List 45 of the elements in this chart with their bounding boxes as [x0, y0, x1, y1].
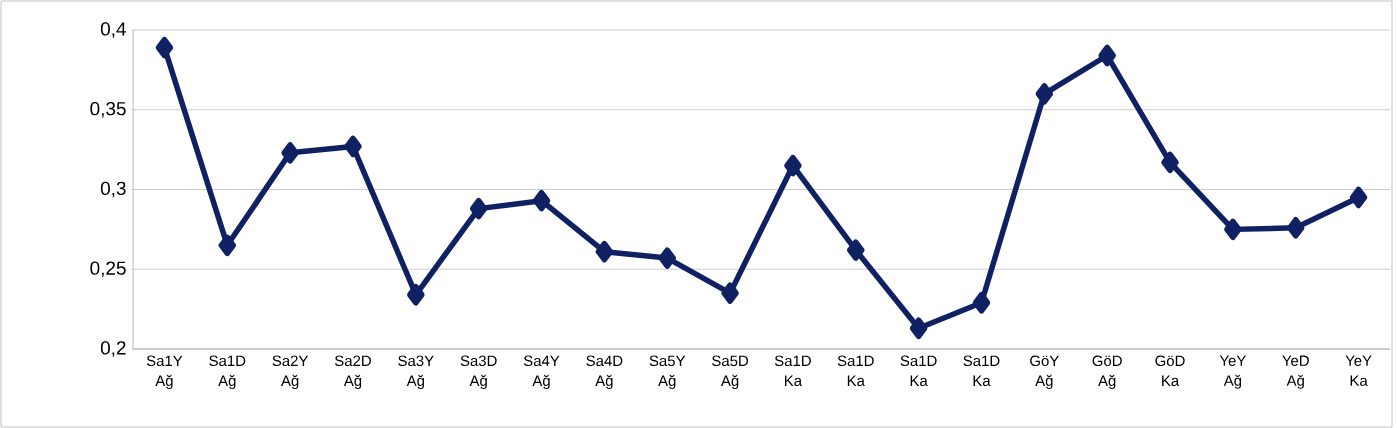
- point: [218, 234, 237, 257]
- x-tick-label: Sa1D Ağ: [209, 355, 246, 389]
- x-tick-label: Sa1D Ka: [900, 355, 937, 387]
- point: [155, 36, 174, 59]
- x-tick-label: Sa5D Ağ: [712, 355, 749, 389]
- point: [1224, 218, 1242, 241]
- x-tick-label: Sa1Y Ağ: [146, 355, 183, 389]
- point: [1035, 83, 1054, 105]
- x-tick-label: Sa1D Ka: [963, 355, 1000, 387]
- point: [784, 154, 802, 177]
- x-tick-label: Sa4D Ağ: [586, 355, 623, 389]
- x-tick-label: YeY Ka: [1345, 355, 1372, 386]
- x-tick-label: Sa4Y Ağ: [523, 355, 560, 389]
- x-tick-label: YeD Ağ: [1282, 355, 1309, 389]
- y-tick-label: 0,2: [100, 341, 126, 357]
- x-tick-label: Sa3Y Ağ: [398, 355, 434, 389]
- x-tick-label: Sa2Y Ağ: [272, 355, 309, 389]
- point: [281, 142, 299, 164]
- x-tick-label: YeY Ağ: [1219, 355, 1246, 389]
- x-tick-label: GöD Ka: [1155, 355, 1185, 387]
- point: [847, 239, 865, 261]
- point: [344, 135, 362, 158]
- x-tick-label: Sa1D Ka: [837, 355, 874, 387]
- point: [1161, 151, 1179, 174]
- point: [532, 189, 551, 212]
- y-tick-label: 0,3: [100, 181, 126, 198]
- x-tick-label: Sa5Y Ağ: [649, 355, 686, 389]
- point: [1286, 217, 1305, 239]
- point: [469, 197, 488, 220]
- y-tick-label: 0,25: [90, 261, 126, 278]
- point: [407, 284, 425, 306]
- x-tick-label: Sa1D Ka: [774, 355, 811, 387]
- point: [972, 291, 991, 314]
- x-tick-label: Sa2D Ağ: [334, 355, 371, 389]
- point: [658, 247, 676, 269]
- y-tick-label: 0,4: [100, 22, 126, 38]
- x-tick-label: GöY Ağ: [1030, 355, 1059, 389]
- point: [595, 240, 614, 263]
- point: [909, 317, 928, 340]
- x-tick-label: GöD Ağ: [1092, 355, 1122, 389]
- x-tick-label: Sa3D Ağ: [460, 355, 497, 389]
- point: [1349, 186, 1368, 209]
- point: [721, 282, 739, 304]
- point: [1098, 44, 1116, 67]
- y-tick-label: 0,35: [90, 101, 126, 118]
